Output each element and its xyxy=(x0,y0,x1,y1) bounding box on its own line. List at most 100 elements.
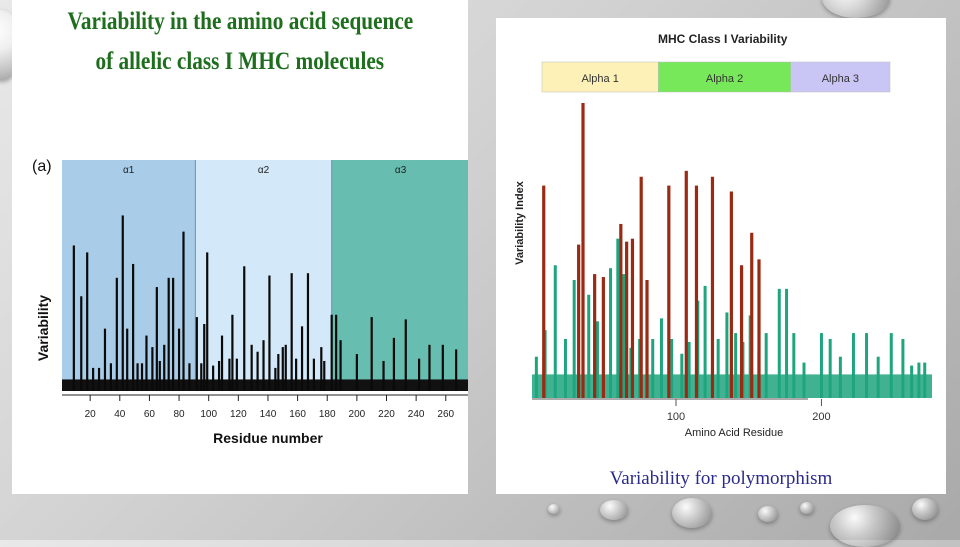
left-bar xyxy=(115,277,118,391)
water-drop-decoration xyxy=(758,506,778,522)
left-x-tick-label: 220 xyxy=(378,409,395,420)
right-domain-band-1 xyxy=(541,61,659,93)
left-bar xyxy=(121,215,124,391)
right-chart-title: MHC Class I Variability xyxy=(658,32,788,46)
left-bar xyxy=(200,363,203,391)
left-bar xyxy=(295,358,298,391)
left-bar xyxy=(182,231,185,391)
left-bar xyxy=(306,273,310,391)
left-bar xyxy=(300,326,304,391)
left-bar xyxy=(97,367,101,391)
left-bar xyxy=(231,314,234,391)
left-y-axis-label: Variability xyxy=(35,295,51,361)
right-green-bar xyxy=(725,312,729,398)
right-red-bar xyxy=(739,265,744,398)
panel-label: (a) xyxy=(32,158,52,175)
left-bar xyxy=(441,344,444,391)
left-variability-chart: (a) α1 α2 α3 20 40 60 80 100 120 140 160 180 200 220… xyxy=(32,158,468,446)
right-green-bar xyxy=(609,268,613,398)
left-bar xyxy=(158,360,161,391)
right-green-bar xyxy=(923,362,927,398)
left-bar xyxy=(243,266,246,391)
left-bar xyxy=(455,349,458,391)
right-x-tick-label: 100 xyxy=(667,411,685,423)
right-green-bar xyxy=(764,333,768,398)
right-red-bar xyxy=(710,176,715,398)
left-bar xyxy=(151,347,154,391)
left-domain-label: α2 xyxy=(258,165,270,176)
right-domain-band-2 xyxy=(658,61,791,93)
water-drop-decoration xyxy=(600,500,628,520)
left-bar xyxy=(132,263,135,391)
water-drop-decoration xyxy=(800,502,814,514)
left-bar xyxy=(277,354,280,391)
left-x-axis-label: Residue number xyxy=(213,430,323,446)
right-green-bar xyxy=(734,333,738,398)
left-x-tick-label: 160 xyxy=(289,409,306,420)
left-bar xyxy=(206,252,209,391)
left-bar xyxy=(220,335,224,391)
left-bar xyxy=(163,344,166,391)
right-green-bar xyxy=(572,280,576,398)
left-bar xyxy=(72,245,75,391)
left-figure: Variability in the amino acid sequence o… xyxy=(12,0,468,494)
left-bar xyxy=(355,354,358,391)
left-bar xyxy=(312,358,315,391)
left-bar xyxy=(228,358,231,391)
left-x-tick-label: 20 xyxy=(85,409,97,420)
figure-caption: Variability for polymorphism xyxy=(609,468,833,489)
left-bar xyxy=(382,360,385,391)
right-figure: MHC Class I Variability Alpha 1 Alpha 2 Al… xyxy=(496,18,946,494)
left-bar xyxy=(330,314,333,391)
left-bar xyxy=(212,365,215,391)
left-bar xyxy=(256,351,259,391)
right-green-bar xyxy=(828,339,832,398)
left-bar xyxy=(268,275,271,391)
left-bar xyxy=(284,344,287,391)
right-green-bar xyxy=(680,353,684,398)
right-green-bar xyxy=(703,285,707,398)
right-red-bar xyxy=(639,176,643,398)
right-green-bar xyxy=(716,339,720,398)
right-green-bar xyxy=(622,274,626,398)
left-bar xyxy=(109,363,112,391)
left-bar xyxy=(335,314,338,391)
right-red-bar xyxy=(581,103,585,398)
left-x-tick-label: 240 xyxy=(408,409,425,420)
left-bar xyxy=(320,347,323,391)
left-bar xyxy=(428,344,431,391)
water-drop-decoration xyxy=(548,504,560,514)
right-red-bar xyxy=(630,238,635,398)
right-domain-label: Alpha 1 xyxy=(582,73,619,85)
right-green-bar xyxy=(534,356,538,398)
right-red-bar xyxy=(542,185,546,398)
right-green-bar xyxy=(563,339,567,398)
left-x-tick-label: 260 xyxy=(437,409,454,420)
left-bar xyxy=(86,252,89,391)
right-green-bar xyxy=(865,333,869,398)
right-red-bar xyxy=(601,277,605,398)
right-variability-chart: MHC Class I Variability Alpha 1 Alpha 2 Al… xyxy=(514,32,932,439)
left-bar xyxy=(103,328,107,391)
left-bar xyxy=(392,337,396,391)
right-red-bar xyxy=(684,170,688,398)
water-drop-decoration xyxy=(912,498,938,520)
right-red-bar xyxy=(625,241,629,398)
right-red-bar xyxy=(645,280,649,398)
left-bar xyxy=(140,363,144,391)
left-bar xyxy=(80,296,83,391)
right-green-bar xyxy=(838,356,842,398)
left-bar xyxy=(203,324,206,391)
left-figure-title-line-1: Variability in the amino acid sequence xyxy=(67,8,413,35)
right-green-bar xyxy=(616,238,620,398)
left-bar xyxy=(145,335,148,391)
left-bar xyxy=(195,317,198,391)
left-x-tick-label: 180 xyxy=(319,409,336,420)
right-green-bar xyxy=(901,339,905,398)
left-x-tick-label: 100 xyxy=(200,409,217,420)
left-bar xyxy=(172,277,175,391)
left-bar xyxy=(188,363,191,391)
left-bar xyxy=(323,360,326,391)
water-drop-decoration xyxy=(672,498,712,528)
right-green-bar xyxy=(670,339,674,398)
